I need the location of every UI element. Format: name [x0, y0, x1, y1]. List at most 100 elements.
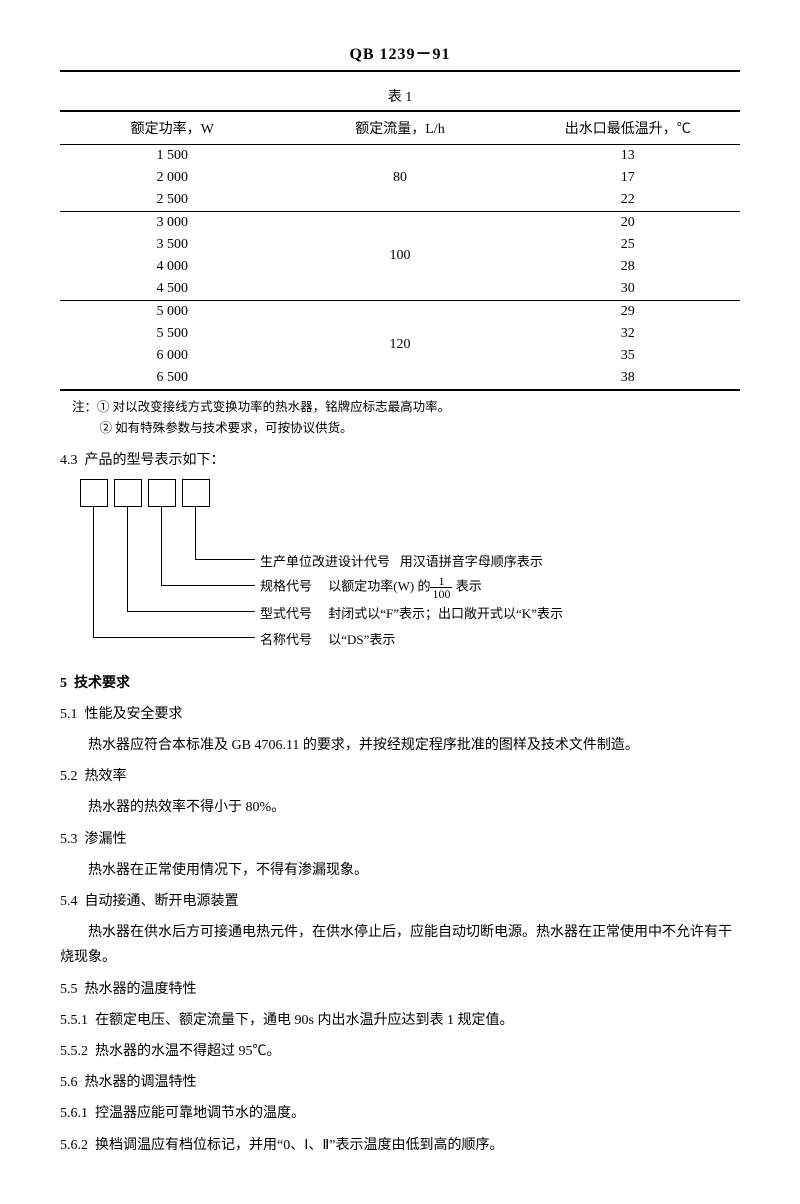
- table-cell-power: 6 500: [60, 367, 284, 390]
- l4b: 以“DS”表示: [328, 632, 395, 647]
- section-5-5-1: 5.5.1 在额定电压、额定流量下，通电 90s 内出水温升应达到表 1 规定值…: [60, 1008, 740, 1033]
- table-cell-temp: 20: [516, 212, 740, 235]
- model-box-4: [182, 479, 210, 507]
- s552b: 热水器的水温不得超过 95℃。: [95, 1044, 281, 1059]
- table-cell-power: 2 500: [60, 189, 284, 212]
- s55t: 热水器的温度特性: [85, 982, 197, 997]
- l3b: 封闭式以“F”表示；出口敞开式以“K”表示: [328, 606, 563, 621]
- table-cell-power: 4 000: [60, 256, 284, 278]
- s55n: 5.5: [60, 982, 78, 997]
- table1-col2: 出水口最低温升，℃: [516, 111, 740, 145]
- hline-4: [195, 559, 255, 560]
- table1-notes: 注：① 对以改变接线方式变换功率的热水器，铭牌应标志最高功率。 ② 如有特殊参数…: [72, 397, 740, 440]
- table-cell-power: 1 500: [60, 145, 284, 168]
- section-5-1-body: 热水器应符合本标准及 GB 4706.11 的要求，并按经规定程序批准的图样及技…: [60, 733, 740, 758]
- table-cell-flow: 100: [284, 212, 515, 301]
- section-5-5: 5.5 热水器的温度特性: [60, 977, 740, 1002]
- document-code: QB 1239－91: [60, 40, 740, 72]
- vline-1: [93, 507, 94, 637]
- vline-4: [195, 507, 196, 559]
- table-cell-power: 3 500: [60, 234, 284, 256]
- s5-text: 技术要求: [74, 676, 130, 691]
- s551b: 在额定电压、额定流量下，通电 90s 内出水温升应达到表 1 规定值。: [95, 1013, 513, 1028]
- l2a: 规格代号: [260, 578, 312, 593]
- section-5-3-body: 热水器在正常使用情况下，不得有渗漏现象。: [60, 858, 740, 883]
- section-5-2-body: 热水器的热效率不得小于 80%。: [60, 795, 740, 820]
- s51t: 性能及安全要求: [85, 707, 183, 722]
- l1b: 用汉语拼音字母顺序表示: [400, 554, 543, 569]
- s54n: 5.4: [60, 894, 78, 909]
- table1-title: 表 1: [60, 86, 740, 106]
- table-cell-temp: 30: [516, 278, 740, 301]
- section-5-4: 5.4 自动接通、断开电源装置: [60, 889, 740, 914]
- hline-1: [93, 637, 255, 638]
- section-5-title: 5 技术要求: [60, 671, 740, 696]
- diagram-label-2: 规格代号 以额定功率(W) 的1100 表示: [260, 575, 482, 600]
- l2b-pre: 以额定功率(W) 的: [328, 578, 430, 593]
- vline-3: [161, 507, 162, 585]
- frac: 1100: [430, 575, 452, 600]
- table-cell-power: 4 500: [60, 278, 284, 301]
- table1-note1: 注：① 对以改变接线方式变换功率的热水器，铭牌应标志最高功率。: [72, 397, 740, 418]
- hline-2: [127, 611, 255, 612]
- hline-3: [161, 585, 255, 586]
- model-box-2: [114, 479, 142, 507]
- frac-den: 100: [430, 588, 452, 600]
- l3a: 型式代号: [260, 606, 312, 621]
- section-5-1: 5.1 性能及安全要求: [60, 702, 740, 727]
- table1-col1: 额定流量，L/h: [284, 111, 515, 145]
- s552n: 5.5.2: [60, 1044, 88, 1059]
- table1-col0: 额定功率，W: [60, 111, 284, 145]
- table-cell-temp: 35: [516, 345, 740, 367]
- diagram-label-4: 名称代号 以“DS”表示: [260, 629, 395, 648]
- table-cell-power: 5 000: [60, 301, 284, 324]
- table-cell-power: 5 500: [60, 323, 284, 345]
- table-cell-power: 6 000: [60, 345, 284, 367]
- l4a: 名称代号: [260, 632, 312, 647]
- table-cell-temp: 17: [516, 167, 740, 189]
- s51n: 5.1: [60, 707, 78, 722]
- table-cell-temp: 29: [516, 301, 740, 324]
- table-cell-temp: 22: [516, 189, 740, 212]
- table-cell-temp: 25: [516, 234, 740, 256]
- table1: 额定功率，W 额定流量，L/h 出水口最低温升，℃ 1 50080132 000…: [60, 110, 740, 391]
- section-4-3: 4.3 产品的型号表示如下：: [60, 448, 740, 473]
- table-cell-temp: 38: [516, 367, 740, 390]
- table-cell-flow: 120: [284, 301, 515, 391]
- sec43-num: 4.3: [60, 453, 78, 468]
- section-5-6: 5.6 热水器的调温特性: [60, 1070, 740, 1095]
- s53n: 5.3: [60, 832, 78, 847]
- section-5-6-1: 5.6.1 控温器应能可靠地调节水的温度。: [60, 1101, 740, 1126]
- table-cell-temp: 28: [516, 256, 740, 278]
- s551n: 5.5.1: [60, 1013, 88, 1028]
- section-5-2: 5.2 热效率: [60, 764, 740, 789]
- s56n: 5.6: [60, 1075, 78, 1090]
- s562n: 5.6.2: [60, 1138, 88, 1153]
- model-box-1: [80, 479, 108, 507]
- l1a: 生产单位改进设计代号: [260, 554, 390, 569]
- s562b: 换档调温应有档位标记，并用“0、Ⅰ、Ⅱ”表示温度由低到高的顺序。: [95, 1138, 503, 1153]
- table-cell-power: 3 000: [60, 212, 284, 235]
- s561b: 控温器应能可靠地调节水的温度。: [95, 1106, 305, 1121]
- table1-note2: ② 如有特殊参数与技术要求，可按协议供货。: [100, 418, 741, 439]
- diagram-label-1: 生产单位改进设计代号 用汉语拼音字母顺序表示: [260, 551, 543, 570]
- model-code-diagram: 生产单位改进设计代号 用汉语拼音字母顺序表示 规格代号 以额定功率(W) 的11…: [80, 479, 700, 659]
- diagram-label-3: 型式代号 封闭式以“F”表示；出口敞开式以“K”表示: [260, 603, 563, 622]
- section-5-3: 5.3 渗漏性: [60, 827, 740, 852]
- model-box-3: [148, 479, 176, 507]
- vline-2: [127, 507, 128, 611]
- table-cell-flow: 80: [284, 145, 515, 212]
- s52t: 热效率: [85, 769, 127, 784]
- l2b-post: 表示: [452, 578, 481, 593]
- section-5-6-2: 5.6.2 换档调温应有档位标记，并用“0、Ⅰ、Ⅱ”表示温度由低到高的顺序。: [60, 1133, 740, 1158]
- s561n: 5.6.1: [60, 1106, 88, 1121]
- section-5-4-body: 热水器在供水后方可接通电热元件，在供水停止后，应能自动切断电源。热水器在正常使用…: [60, 920, 740, 970]
- s56t: 热水器的调温特性: [85, 1075, 197, 1090]
- table-cell-temp: 13: [516, 145, 740, 168]
- s5-num: 5: [60, 676, 67, 691]
- s54t: 自动接通、断开电源装置: [85, 894, 239, 909]
- s53t: 渗漏性: [85, 832, 127, 847]
- sec43-text: 产品的型号表示如下：: [85, 453, 225, 468]
- frac-num: 1: [430, 575, 452, 588]
- table-cell-temp: 32: [516, 323, 740, 345]
